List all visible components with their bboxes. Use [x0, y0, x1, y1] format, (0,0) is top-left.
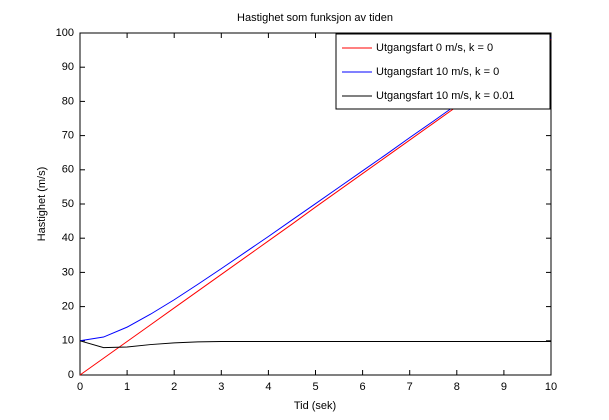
- y-tick-label: 40: [62, 232, 74, 244]
- chart-title: Hastighet som funksjon av tiden: [237, 12, 393, 24]
- y-tick-label: 0: [68, 369, 74, 381]
- y-tick-label: 60: [62, 164, 74, 176]
- x-tick-label: 8: [454, 381, 460, 393]
- legend-label: Utgangsfart 10 m/s, k = 0: [376, 66, 499, 78]
- x-tick-label: 1: [124, 381, 130, 393]
- line-series: [79, 340, 551, 349]
- y-tick-label: 70: [62, 130, 74, 142]
- x-tick-label: 0: [77, 381, 83, 393]
- x-axis-label: Tid (sek): [294, 400, 336, 412]
- legend-label: Utgangsfart 0 m/s, k = 0: [376, 42, 493, 54]
- y-axis-label: Hastighet (m/s): [36, 167, 48, 242]
- x-tick-label: 4: [265, 381, 271, 393]
- x-tick-label: 7: [407, 381, 413, 393]
- y-tick-label: 10: [62, 335, 74, 347]
- y-tick-label: 30: [62, 266, 74, 278]
- x-tick-label: 10: [545, 381, 557, 393]
- y-tick-label: 100: [56, 27, 74, 39]
- x-tick-label: 2: [171, 381, 177, 393]
- y-tick-label: 50: [62, 198, 74, 210]
- plot-frame: [79, 32, 552, 376]
- x-tick-label: 5: [312, 381, 318, 393]
- x-tick-label: 3: [218, 381, 224, 393]
- y-tick-label: 20: [62, 301, 74, 313]
- x-tick-label: 9: [501, 381, 507, 393]
- legend-label: Utgangsfart 10 m/s, k = 0.01: [376, 90, 515, 102]
- y-tick-label: 80: [62, 95, 74, 107]
- x-tick-label: 6: [360, 381, 366, 393]
- y-tick-label: 90: [62, 61, 74, 73]
